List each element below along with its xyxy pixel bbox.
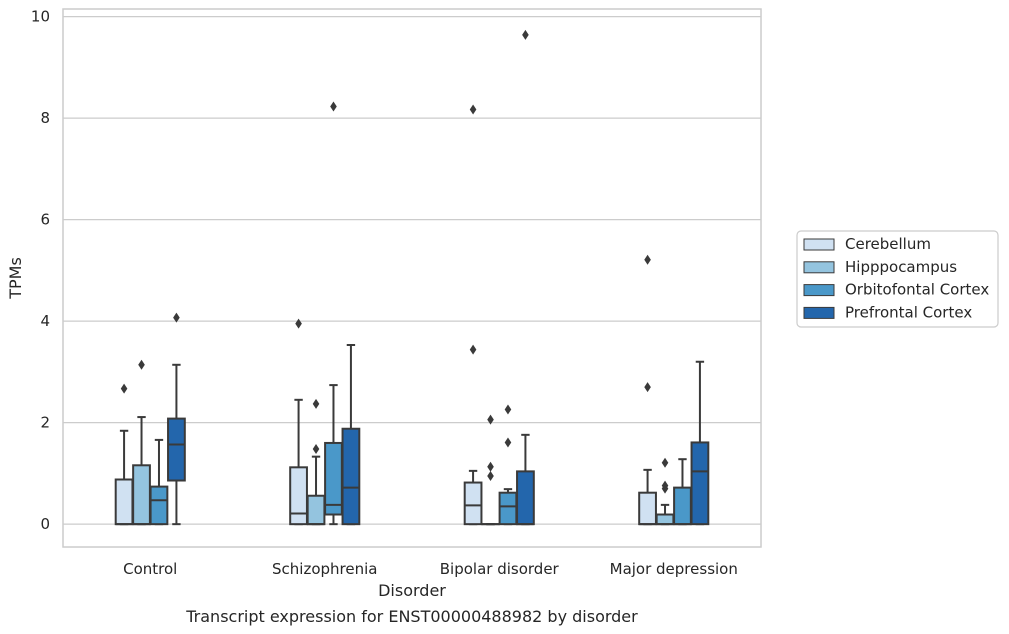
legend-label: Cerebellum: [845, 235, 931, 253]
outlier-point: [295, 318, 302, 329]
box-prefrontal-cortex: [167, 312, 186, 526]
box-iqr: [167, 417, 186, 482]
y-tick-labels: 0 2 4 6 8 10: [31, 8, 50, 534]
x-tick-label: Bipolar disorder: [440, 560, 560, 578]
box-cerebellum: [114, 383, 134, 526]
x-axis-label: Disorder: [378, 581, 446, 600]
outlier-point: [644, 382, 651, 393]
box-iqr: [114, 478, 134, 526]
outlier-point: [469, 344, 477, 355]
legend-swatch: [803, 284, 835, 297]
chart-caption: Transcript expression for ENST0000048898…: [185, 607, 638, 626]
y-tick-label: 10: [31, 8, 50, 26]
legend-label: Prefrontal Cortex: [845, 303, 972, 321]
box-iqr: [289, 466, 308, 526]
box-hipppocampus: [655, 457, 675, 526]
x-tick-label: Schizophrenia: [272, 560, 377, 578]
outlier-point: [522, 29, 529, 40]
legend-swatch: [803, 306, 835, 319]
y-axis-label: TPMs: [6, 257, 25, 300]
legend-frame: [796, 230, 999, 328]
box-prefrontal-cortex: [341, 343, 361, 526]
outlier-point: [661, 480, 669, 491]
box-iqr: [638, 491, 657, 526]
outlier-point: [138, 359, 145, 370]
outlier-point: [120, 383, 128, 394]
y-tick-label: 0: [40, 515, 50, 533]
outlier-point: [504, 404, 512, 415]
legend-swatch: [803, 261, 835, 274]
outlier-point: [312, 398, 320, 409]
box-prefrontal-cortex: [690, 360, 710, 526]
y-tick-label: 4: [40, 312, 50, 330]
box-orbitofontal-cortex: [149, 438, 169, 526]
outlier-point: [330, 101, 337, 112]
box-iqr: [306, 494, 326, 526]
outlier-point: [504, 437, 512, 448]
box-iqr: [463, 481, 483, 526]
x-tick-label: Control: [123, 560, 177, 578]
x-tick-labels: Control Schizophrenia Bipolar disorder Majo…: [123, 560, 738, 578]
outlier-point: [469, 104, 477, 115]
box-prefrontal-cortex: [516, 29, 535, 526]
box-iqr: [516, 470, 535, 526]
box-iqr: [324, 441, 343, 516]
legend: Cerebellum Hipppocampus Orbitofontal Corte…: [796, 230, 999, 328]
legend-swatch: [803, 238, 835, 251]
y-tick-label: 6: [40, 211, 50, 229]
box-iqr: [149, 485, 169, 526]
box-iqr: [498, 491, 518, 526]
box-hipppocampus: [132, 359, 151, 526]
outlier-point: [173, 312, 180, 323]
outlier-point: [487, 414, 494, 425]
box-cerebellum: [638, 254, 657, 526]
outlier-point: [644, 254, 651, 265]
box-iqr: [341, 427, 361, 526]
legend-label: Orbitofontal Cortex: [845, 281, 989, 299]
box-iqr: [655, 513, 675, 526]
box-series: [114, 29, 710, 526]
outlier-point: [661, 457, 669, 468]
box-cerebellum: [463, 104, 483, 526]
outlier-point: [312, 444, 320, 455]
y-tick-label: 8: [40, 109, 50, 127]
y-tick-label: 2: [40, 414, 50, 432]
legend-label: Hipppocampus: [845, 258, 957, 276]
box-iqr: [690, 441, 710, 526]
outlier-point: [487, 470, 494, 481]
box-iqr: [132, 464, 151, 526]
outlier-point: [487, 461, 494, 472]
x-tick-label: Major depression: [610, 560, 738, 578]
box-iqr: [673, 486, 692, 526]
